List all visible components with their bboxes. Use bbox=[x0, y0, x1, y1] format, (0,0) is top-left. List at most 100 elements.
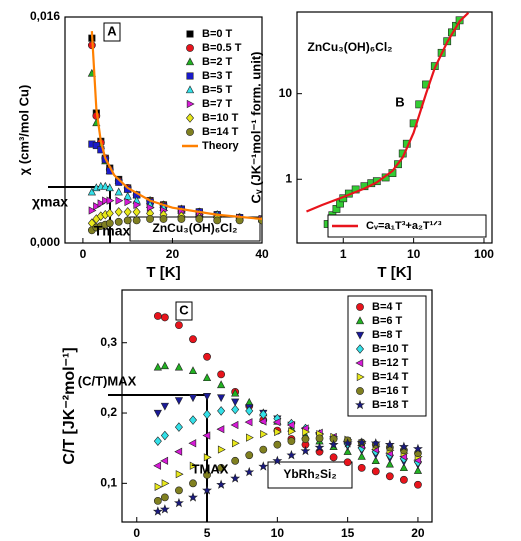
marker bbox=[186, 30, 194, 38]
marker bbox=[315, 434, 324, 443]
x-tick-label: 20 bbox=[166, 247, 180, 261]
marker bbox=[177, 215, 186, 223]
annotation: ZnCu₃(OH)₆Cl₂ bbox=[308, 40, 393, 54]
marker bbox=[356, 344, 364, 354]
marker bbox=[343, 447, 352, 455]
marker bbox=[87, 187, 96, 196]
marker bbox=[258, 461, 269, 471]
marker bbox=[213, 216, 222, 225]
legend-label: B=8 T bbox=[372, 329, 403, 341]
marker bbox=[357, 463, 366, 472]
marker bbox=[355, 358, 364, 368]
marker bbox=[189, 461, 198, 470]
marker bbox=[101, 181, 110, 190]
marker bbox=[302, 427, 311, 437]
y-tick-label: 0,3 bbox=[100, 335, 117, 349]
compound-box bbox=[267, 461, 353, 489]
panel-label: C bbox=[179, 302, 189, 317]
y-tick-label: 0,016 bbox=[30, 9, 60, 23]
marker bbox=[259, 409, 268, 420]
marker bbox=[102, 196, 110, 205]
marker bbox=[186, 128, 194, 136]
marker bbox=[188, 439, 197, 448]
marker bbox=[217, 380, 226, 389]
marker bbox=[244, 466, 255, 477]
marker bbox=[399, 463, 408, 472]
x-tick-label: 0 bbox=[80, 247, 87, 261]
marker bbox=[160, 493, 169, 502]
marker bbox=[132, 216, 141, 225]
marker bbox=[188, 394, 198, 403]
marker bbox=[189, 415, 197, 425]
marker bbox=[286, 420, 295, 430]
x-tick-label: 0 bbox=[133, 526, 140, 540]
marker bbox=[153, 461, 162, 470]
marker bbox=[385, 472, 394, 481]
marker bbox=[231, 404, 240, 415]
marker bbox=[203, 409, 212, 420]
marker bbox=[202, 485, 212, 495]
marker bbox=[398, 441, 409, 451]
marker bbox=[175, 321, 183, 330]
panel-label: B bbox=[395, 94, 404, 109]
y-tick-label: 0,000 bbox=[30, 235, 60, 249]
legend-box bbox=[327, 214, 487, 238]
x-tick-label: 40 bbox=[255, 247, 269, 261]
marker bbox=[186, 44, 194, 52]
marker bbox=[159, 215, 168, 223]
marker bbox=[355, 316, 365, 325]
y-tick-label: 1 bbox=[285, 171, 292, 185]
marker bbox=[188, 366, 198, 375]
marker bbox=[174, 422, 183, 432]
x-tick-label: 15 bbox=[341, 526, 355, 540]
marker bbox=[230, 473, 241, 483]
marker bbox=[217, 394, 226, 403]
legend-label: B=5 T bbox=[202, 84, 233, 96]
x-tick-label: 100 bbox=[474, 247, 494, 261]
marker bbox=[88, 206, 97, 215]
marker bbox=[123, 191, 132, 200]
marker bbox=[272, 418, 281, 427]
marker bbox=[160, 313, 169, 322]
marker bbox=[328, 439, 339, 449]
marker bbox=[356, 372, 365, 382]
marker bbox=[287, 437, 296, 446]
y-tick-label: 0,2 bbox=[100, 405, 117, 419]
marker bbox=[153, 436, 162, 446]
marker bbox=[195, 215, 204, 223]
marker bbox=[217, 463, 226, 472]
marker bbox=[106, 196, 115, 205]
marker bbox=[288, 427, 297, 436]
panel-label-box bbox=[103, 22, 121, 42]
marker bbox=[371, 456, 380, 465]
marker bbox=[132, 207, 141, 217]
marker bbox=[202, 431, 211, 440]
y-axis-label: χ (cm³/mol Cu) bbox=[16, 85, 31, 176]
marker bbox=[159, 504, 170, 514]
marker bbox=[160, 361, 169, 370]
marker bbox=[399, 475, 408, 484]
legend-label: B=18 T bbox=[372, 399, 409, 411]
marker bbox=[301, 435, 310, 443]
marker bbox=[123, 216, 132, 225]
marker bbox=[189, 479, 197, 488]
marker bbox=[153, 409, 162, 418]
annotation: χmax bbox=[32, 194, 68, 210]
marker bbox=[124, 197, 133, 207]
marker bbox=[272, 455, 283, 466]
marker bbox=[258, 417, 267, 426]
marker bbox=[92, 141, 100, 150]
marker bbox=[160, 456, 169, 465]
legend-label: B=10 T bbox=[372, 343, 409, 355]
plot-frame bbox=[296, 11, 493, 244]
fit-line bbox=[306, 12, 470, 213]
x-axis-label: T [K] bbox=[146, 264, 180, 281]
marker bbox=[105, 219, 114, 228]
marker bbox=[231, 456, 240, 465]
legend-label: B=2 T bbox=[202, 56, 233, 68]
legend-label: B=4 T bbox=[372, 301, 403, 313]
marker bbox=[217, 370, 226, 379]
marker bbox=[342, 438, 353, 448]
x-tick-label: 1 bbox=[340, 247, 347, 261]
legend-label: Theory bbox=[202, 140, 240, 152]
